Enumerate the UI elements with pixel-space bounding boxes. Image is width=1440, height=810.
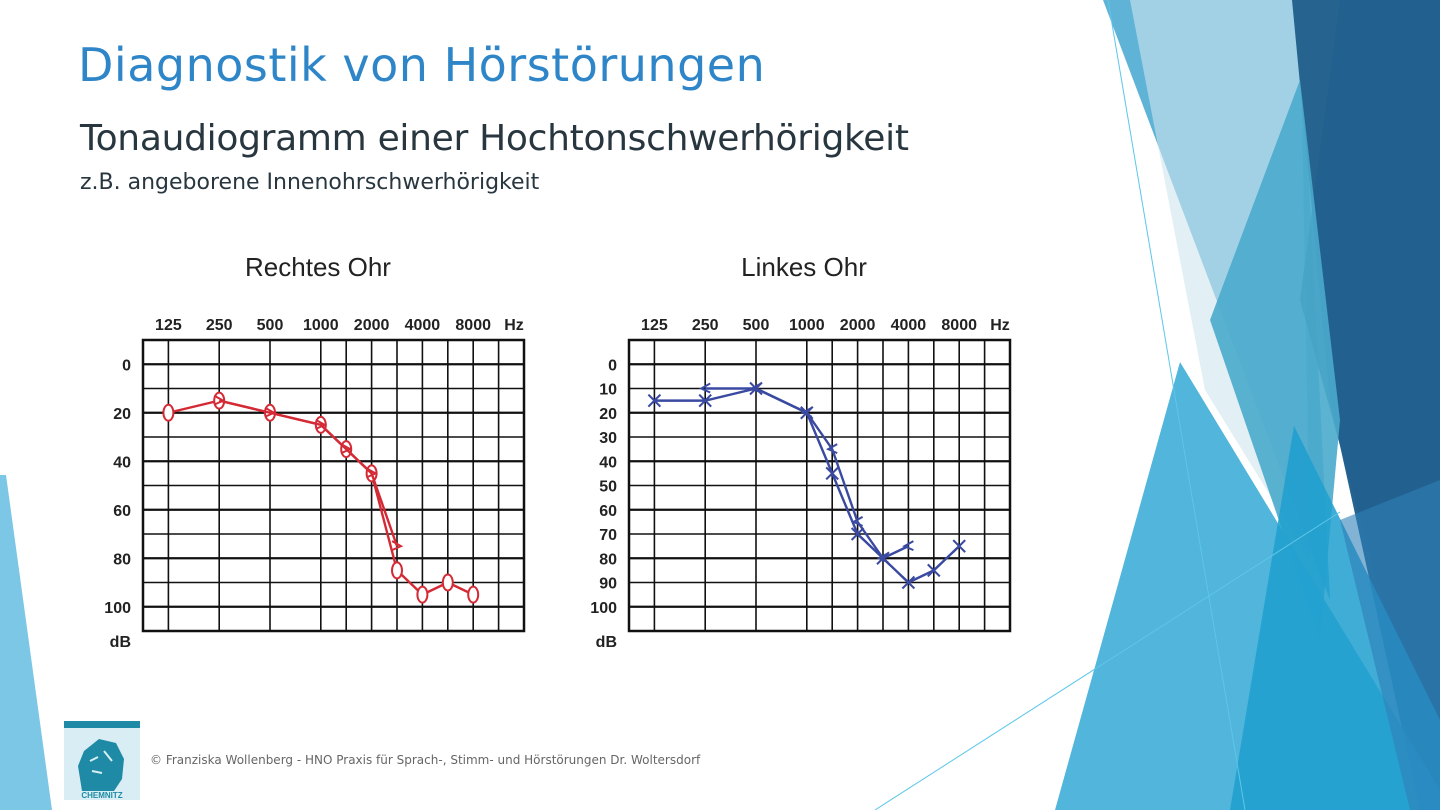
x-tick-label: 500 [257, 317, 284, 334]
data-point-cross [850, 527, 865, 541]
audiogram-right-ear: 125 250 500 1000 2000 4000 8000 Hz 0 20 40 60 80 100 d… [104, 317, 526, 651]
blue-shape [1340, 480, 1440, 810]
chart-title-right-ear: Rechtes Ohr [245, 252, 391, 282]
data-point-circle [162, 403, 175, 422]
data-point-bracket-right [264, 406, 277, 418]
y-tick-label: 70 [599, 527, 617, 544]
chart-title-left-ear: Linkes Ohr [741, 252, 867, 282]
data-point-circle [416, 585, 429, 604]
logo-image: CHEMNITZ [64, 721, 140, 800]
y-tick-label: 100 [590, 600, 617, 617]
data-point-circle [441, 573, 454, 592]
y-tick-label: 20 [599, 406, 617, 423]
series-line-bracket-left [705, 387, 909, 560]
x-tick-label: 125 [155, 317, 182, 334]
y-tick-label: 10 [599, 382, 617, 399]
data-point-bracket-right [213, 394, 226, 406]
logo: CHEMNITZ [64, 721, 140, 800]
y-tick-label: 80 [599, 551, 617, 568]
data-point-circle [391, 561, 403, 580]
x-tick-label: 8000 [941, 317, 977, 334]
y-tick-label: 60 [113, 503, 131, 520]
data-point-bracket-left [825, 443, 838, 455]
series-line-bracket-right [218, 399, 399, 547]
x-tick-label: 4000 [405, 317, 441, 334]
data-point-circle [467, 585, 480, 604]
x-tick-label: 4000 [891, 317, 927, 334]
data-point-bracket-left [851, 516, 864, 527]
left-sliver-shape [0, 475, 52, 810]
x-tick-label: 250 [206, 317, 233, 334]
x-tick-label: 1000 [789, 317, 825, 334]
y-tick-label: 30 [599, 430, 617, 447]
thin-line [1107, 0, 1246, 810]
data-point-bracket-right [366, 467, 378, 479]
data-point-cross [901, 575, 916, 590]
data-point-bracket-left [698, 382, 711, 394]
data-point-bracket-left [902, 540, 914, 552]
x-unit-label: Hz [504, 317, 524, 334]
data-point-cross [825, 466, 839, 481]
y-tick-label: 90 [599, 576, 617, 593]
x-tick-label: 250 [692, 317, 719, 334]
y-tick-label: 20 [113, 406, 131, 423]
slide-subtitle: Tonaudiogramm einer Hochtonschwerhörigke… [80, 118, 909, 159]
x-tick-label: 8000 [455, 317, 491, 334]
y-tick-label: 80 [113, 551, 131, 568]
audiogram-left-ear: 125 250 500 1000 2000 4000 8000 Hz 0 10 20 30 40 50 60… [590, 317, 1012, 651]
x-tick-label: 125 [641, 317, 668, 334]
data-point-cross [952, 539, 966, 553]
thin-line-2 [874, 511, 1341, 810]
y-unit-label: dB [110, 634, 131, 651]
data-point-bracket-left [800, 406, 813, 418]
data-point-bracket-left [876, 552, 889, 564]
x-tick-label: 2000 [354, 317, 390, 334]
series-line-cross [654, 387, 961, 584]
data-point-cross [927, 563, 941, 578]
y-tick-label: 100 [104, 600, 131, 617]
x-unit-label: Hz [990, 317, 1010, 334]
data-point-bracket-right [315, 419, 328, 430]
y-tick-label: 40 [599, 454, 617, 471]
data-point-cross [698, 393, 712, 408]
svg-text:CHEMNITZ: CHEMNITZ [81, 791, 122, 800]
y-tick-label: 60 [599, 503, 617, 520]
data-point-bracket-left [749, 382, 762, 394]
y-tick-label: 0 [608, 357, 617, 374]
footer-copyright: © Franziska Wollenberg - HNO Praxis für … [150, 753, 701, 767]
data-point-cross [647, 393, 662, 408]
slide-title: Diagnostik von Hörstörungen [78, 38, 766, 92]
x-tick-label: 2000 [840, 317, 876, 334]
data-point-bracket-right [340, 443, 353, 455]
x-tick-label: 500 [743, 317, 770, 334]
data-point-bracket-right [391, 540, 404, 552]
slide-subtitle-2: z.B. angeborene Innenohrschwerhörigkeit [80, 170, 540, 195]
y-tick-label: 0 [122, 357, 131, 374]
y-unit-label: dB [596, 634, 617, 651]
x-tick-label: 1000 [303, 317, 339, 334]
y-tick-label: 50 [599, 479, 617, 496]
y-tick-label: 40 [113, 454, 131, 471]
